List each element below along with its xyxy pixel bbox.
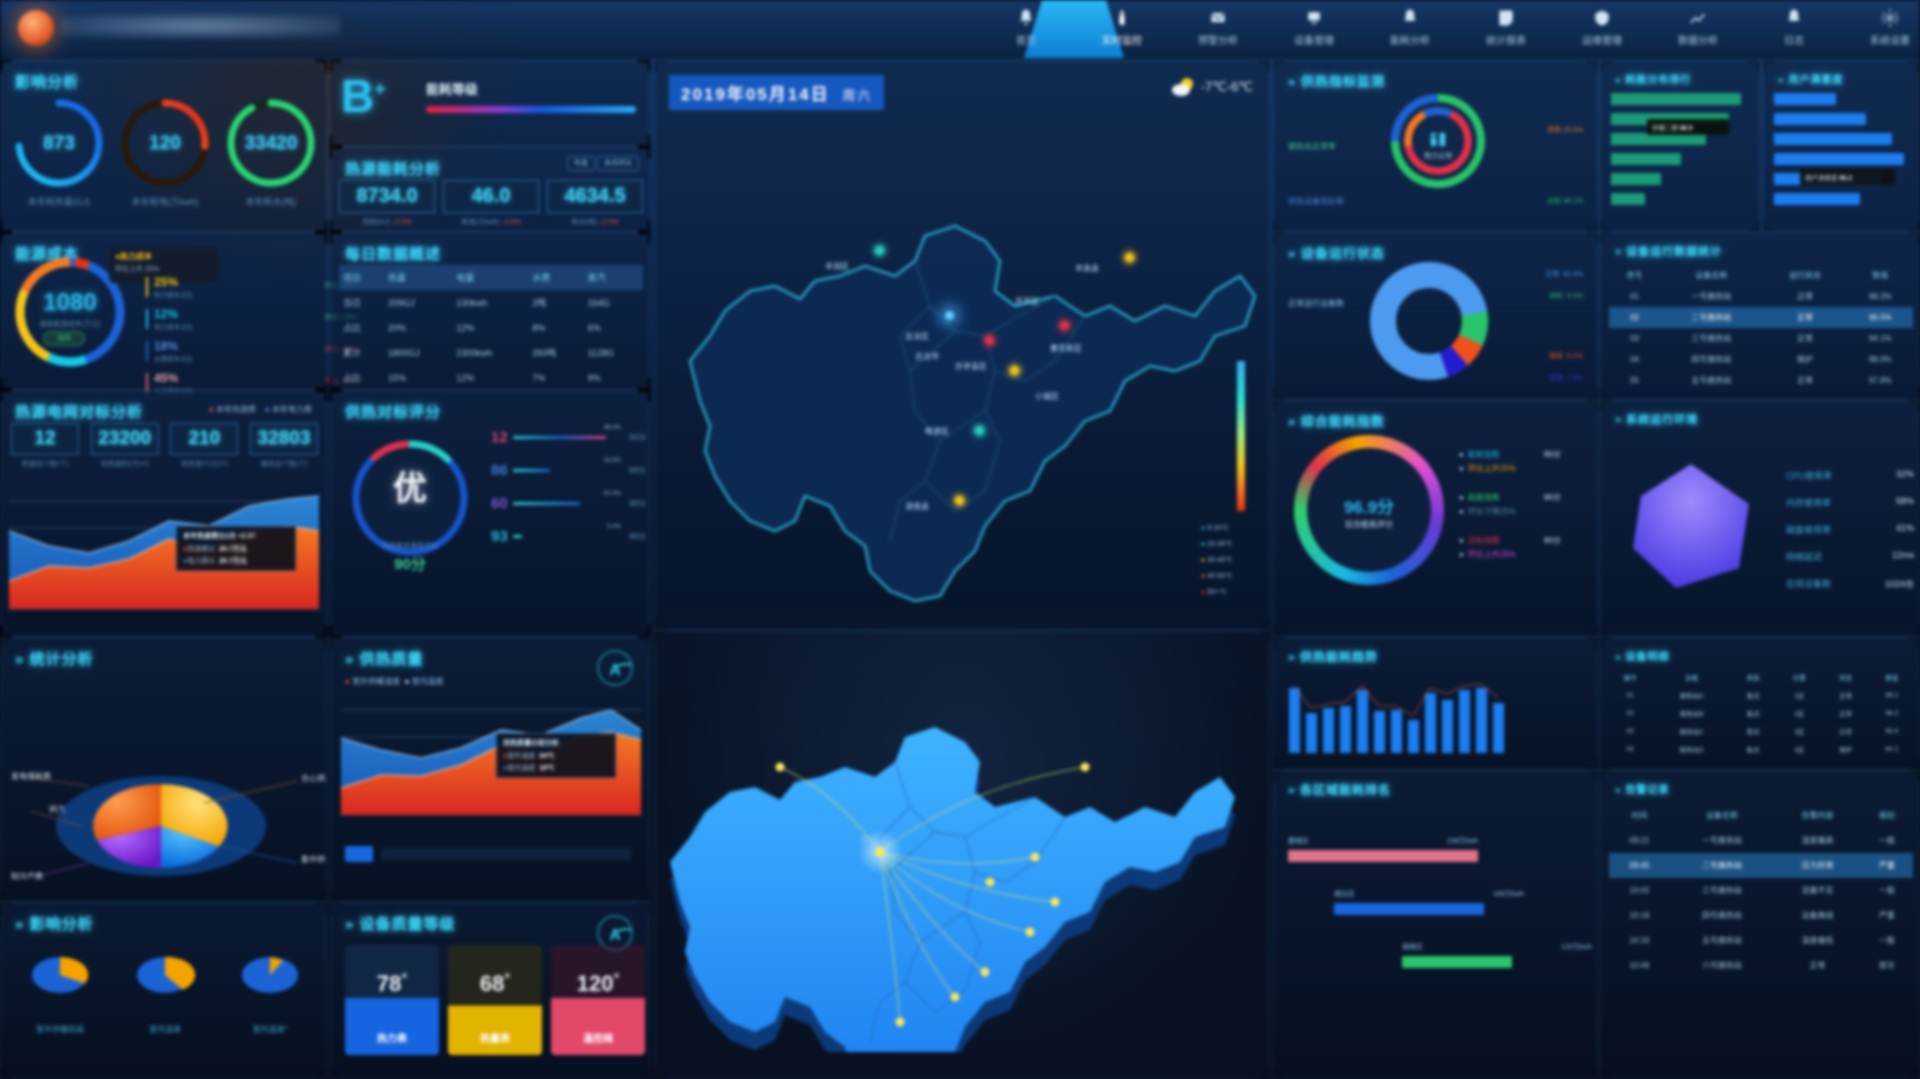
svg-text:总公: 总公 — [860, 833, 878, 844]
svg-text:A: A — [609, 927, 621, 944]
svg-text:A: A — [609, 662, 621, 679]
